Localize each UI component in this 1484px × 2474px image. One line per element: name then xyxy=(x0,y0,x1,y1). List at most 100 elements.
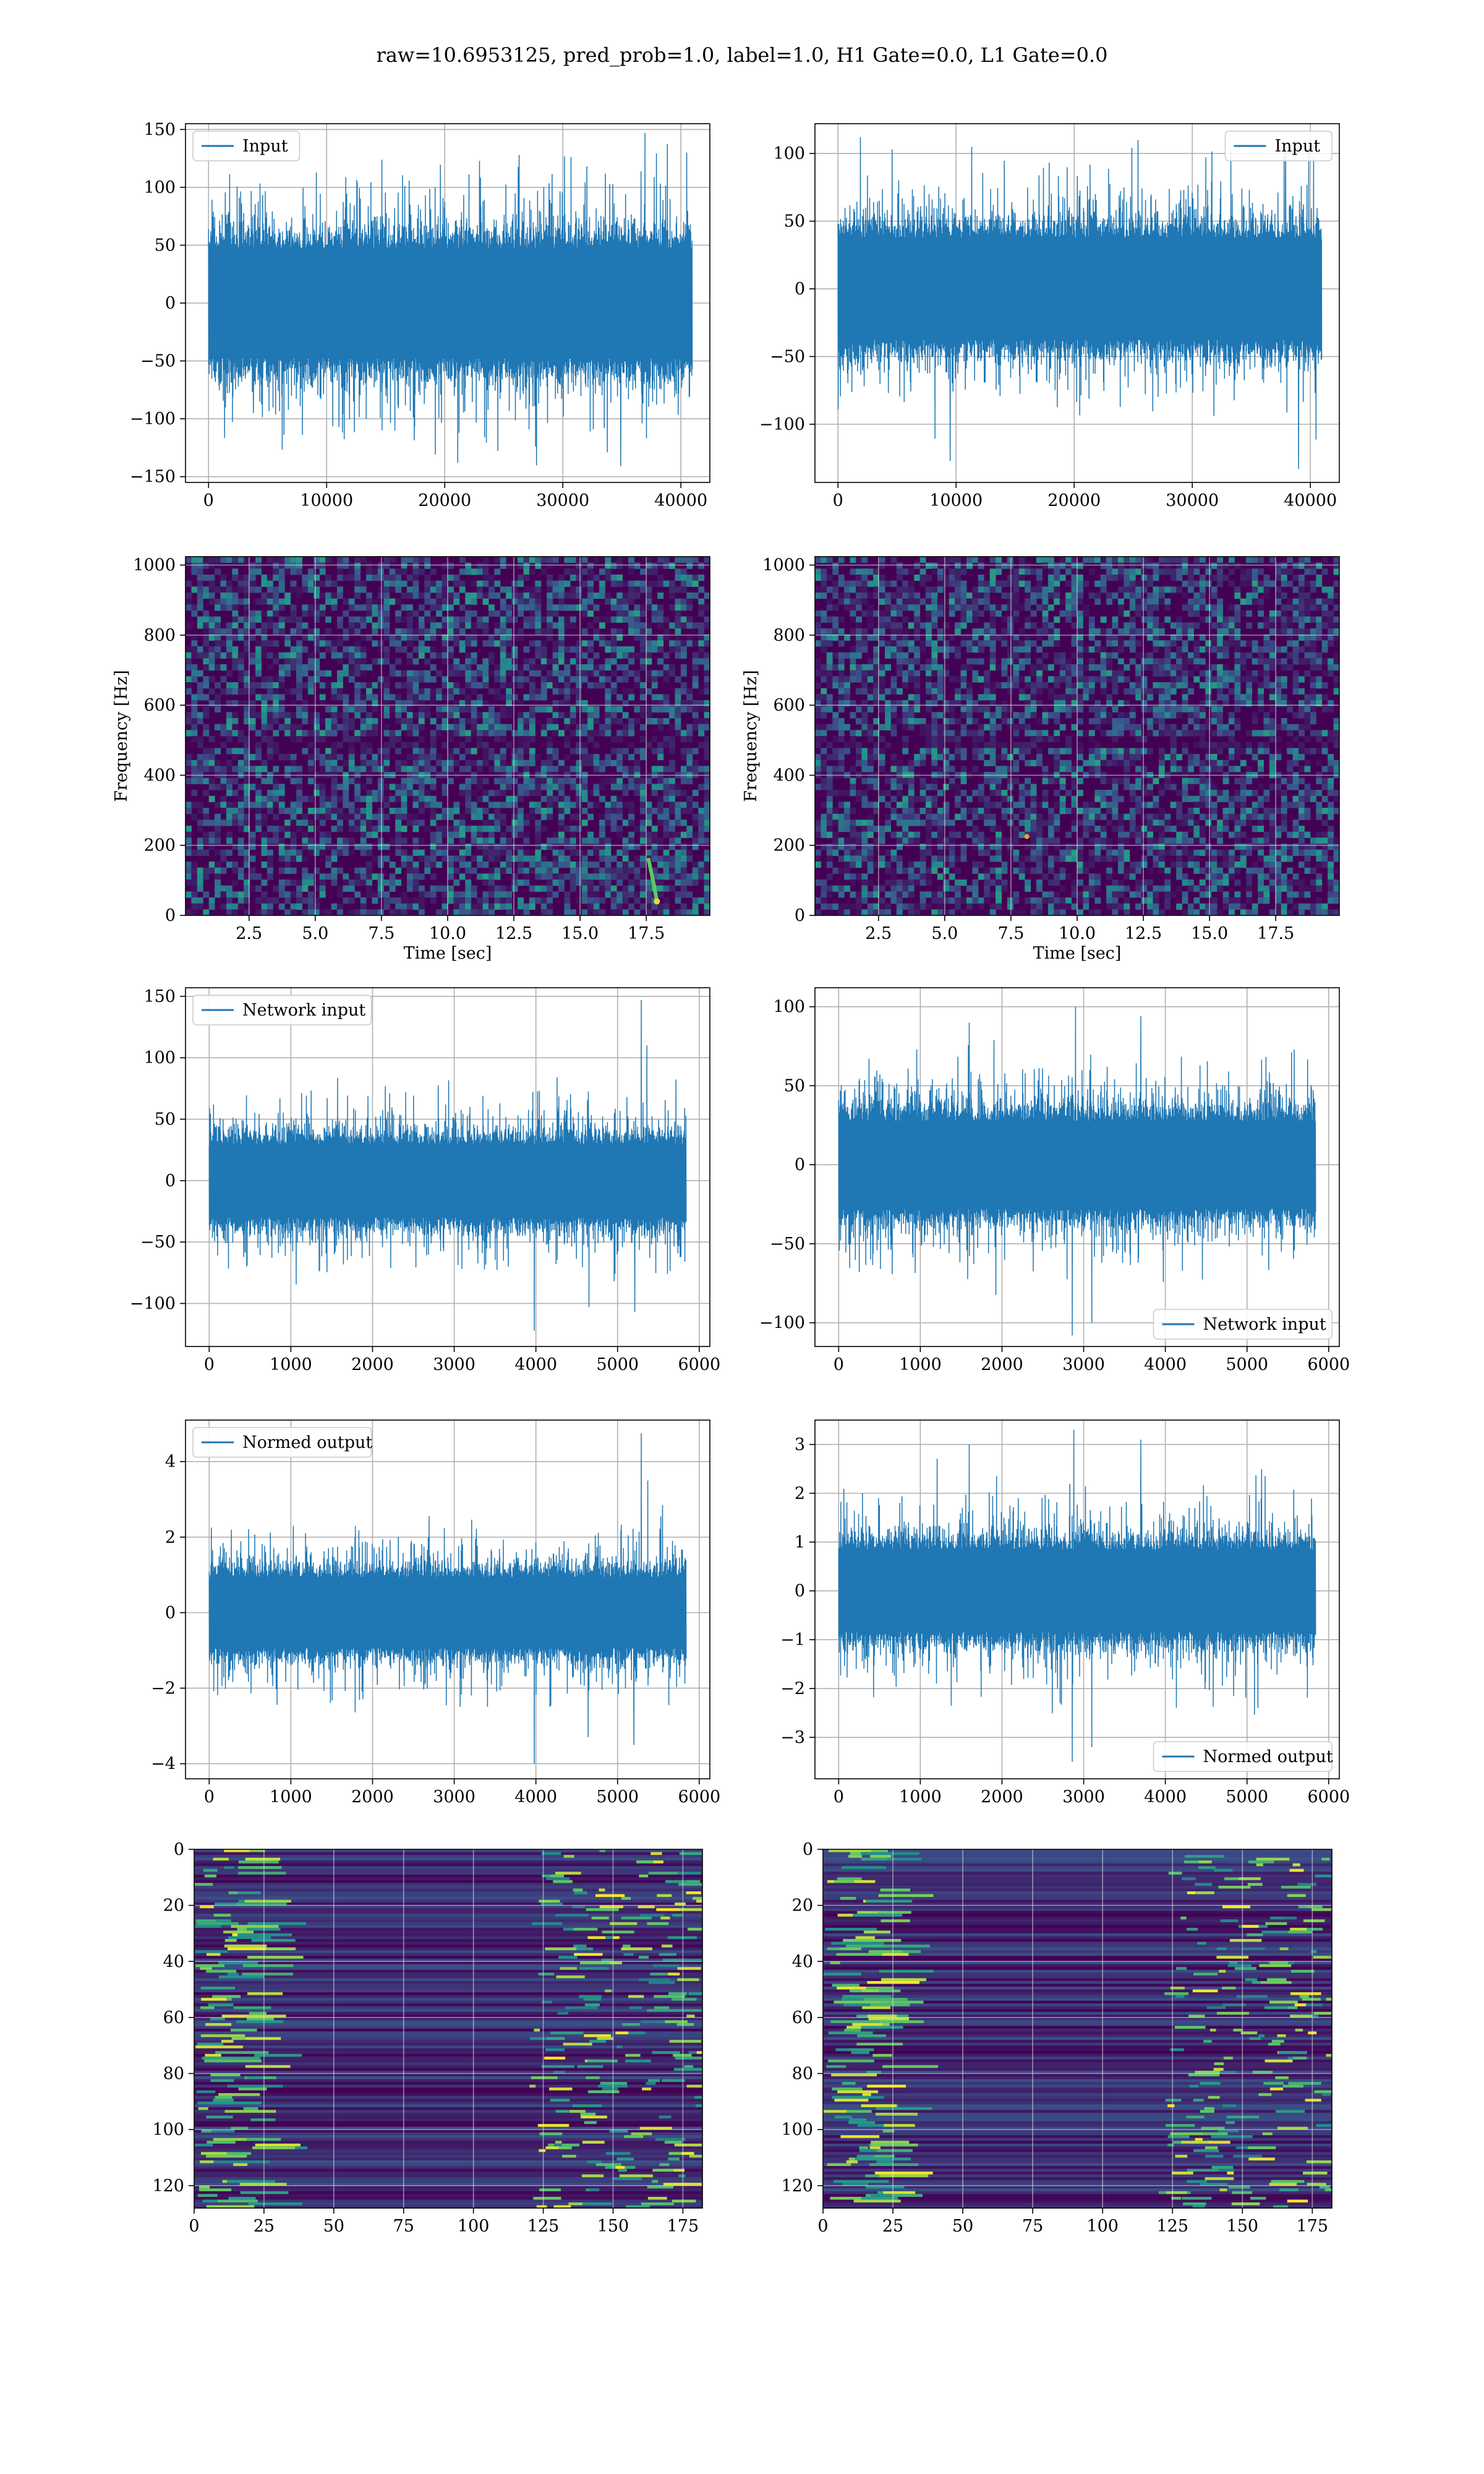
heatmap-cell xyxy=(1153,562,1159,569)
heatmap-cell xyxy=(518,784,524,790)
heatmap-cell xyxy=(576,784,582,790)
heatmap-cell xyxy=(651,646,658,653)
heatmap-cell xyxy=(680,622,687,629)
heatmap-cell xyxy=(436,909,443,915)
heatmap-cell xyxy=(1112,557,1119,563)
heatmap-cell xyxy=(401,790,407,797)
heatmap-cell xyxy=(529,688,535,695)
heatmap-cell xyxy=(401,862,407,868)
heatmap-cell xyxy=(989,580,996,587)
heatmap-cell xyxy=(832,622,839,629)
heatmap-cell xyxy=(430,598,437,605)
heatmap-cell xyxy=(284,867,291,874)
heatmap-cell xyxy=(389,862,396,868)
heatmap-cell xyxy=(628,694,634,701)
heatmap-cell xyxy=(879,580,885,587)
heatmap-cell xyxy=(412,580,419,587)
legend: Input xyxy=(1224,131,1333,161)
heatmap-cell xyxy=(197,766,203,773)
heatmap-cell xyxy=(856,676,862,683)
heatmap-cell xyxy=(581,891,588,898)
heatmap-cell xyxy=(273,748,279,755)
heatmap-cell xyxy=(622,664,629,671)
heatmap-cell xyxy=(412,610,419,617)
heatmap-cell xyxy=(646,634,652,641)
heatmap-cell xyxy=(249,754,256,761)
heatmap-cell xyxy=(972,604,979,611)
heatmap-cell xyxy=(278,694,285,701)
heatmap-cell xyxy=(261,760,268,766)
heatmap-cell xyxy=(267,748,273,755)
heatmap-cell xyxy=(331,730,338,737)
heatmap-cell xyxy=(896,670,903,677)
heatmap-cell xyxy=(1147,634,1153,641)
heatmap-cell xyxy=(511,808,518,815)
heatmap-cell xyxy=(646,598,652,605)
heatmap-cell xyxy=(307,652,314,659)
heatmap-cell xyxy=(1258,604,1264,611)
heatmap-cell xyxy=(331,682,338,689)
heatmap-cell xyxy=(232,575,239,581)
heatmap-cell xyxy=(984,593,991,599)
heatmap-cell xyxy=(651,808,658,815)
heatmap-cell xyxy=(506,658,513,665)
heatmap-cell xyxy=(593,903,600,910)
heatmap-cell xyxy=(1252,646,1258,653)
heatmap-cell xyxy=(448,670,454,677)
heatmap-cell xyxy=(1042,706,1049,713)
heatmap-cell xyxy=(1292,670,1299,677)
heatmap-cell xyxy=(208,616,215,623)
heatmap-cell xyxy=(1164,646,1171,653)
heatmap-cell xyxy=(1211,586,1217,593)
heatmap-cell xyxy=(1281,676,1287,683)
heatmap-cell xyxy=(494,724,501,730)
heatmap-cell xyxy=(465,730,472,737)
heatmap-cell xyxy=(523,676,530,683)
heatmap-cell xyxy=(506,849,513,856)
heatmap-cell xyxy=(186,730,192,737)
heatmap-cell xyxy=(1124,586,1130,593)
heatmap-cell xyxy=(506,670,513,677)
heatmap-cell xyxy=(914,670,921,677)
heatmap-cell xyxy=(215,748,221,755)
heatmap-cell xyxy=(639,640,646,647)
heatmap-cell xyxy=(547,736,553,743)
heatmap-cell xyxy=(605,646,612,653)
heatmap-cell xyxy=(1304,604,1311,611)
heatmap-cell xyxy=(675,802,681,808)
heatmap-cell xyxy=(902,580,909,587)
heatmap-cell xyxy=(488,826,495,833)
heatmap-cell xyxy=(646,604,652,611)
heatmap-cell xyxy=(558,586,565,593)
heatmap-cell xyxy=(1118,670,1124,677)
heatmap-cell xyxy=(518,730,524,737)
heatmap-cell xyxy=(471,885,477,892)
heatmap-cell xyxy=(547,658,553,665)
heatmap-cell xyxy=(1147,610,1153,617)
heatmap-cell xyxy=(1007,682,1013,689)
heatmap-cell xyxy=(529,712,535,719)
heatmap-cell xyxy=(448,831,454,838)
heatmap-cell xyxy=(832,682,839,689)
heatmap-cell xyxy=(430,777,437,784)
heatmap-cell xyxy=(506,664,513,671)
heatmap-cell xyxy=(838,628,845,635)
heatmap-cell xyxy=(453,622,460,629)
heatmap-cell xyxy=(448,873,454,880)
heatmap-cell xyxy=(1018,575,1025,581)
heatmap-cell xyxy=(972,700,979,707)
heatmap-cell xyxy=(482,880,489,886)
heatmap-cell xyxy=(663,808,670,815)
heatmap-cell xyxy=(581,790,588,797)
heatmap-cell xyxy=(989,622,996,629)
heatmap-cell xyxy=(680,808,687,815)
heatmap-cell xyxy=(237,795,244,802)
heatmap-cell xyxy=(407,742,413,748)
heatmap-cell xyxy=(354,640,361,647)
heatmap-cell xyxy=(587,640,594,647)
heatmap-cell xyxy=(704,820,710,826)
heatmap-cell xyxy=(471,682,477,689)
heatmap-cell xyxy=(698,820,705,826)
heatmap-cell xyxy=(482,640,489,647)
heatmap-cell xyxy=(360,670,367,677)
